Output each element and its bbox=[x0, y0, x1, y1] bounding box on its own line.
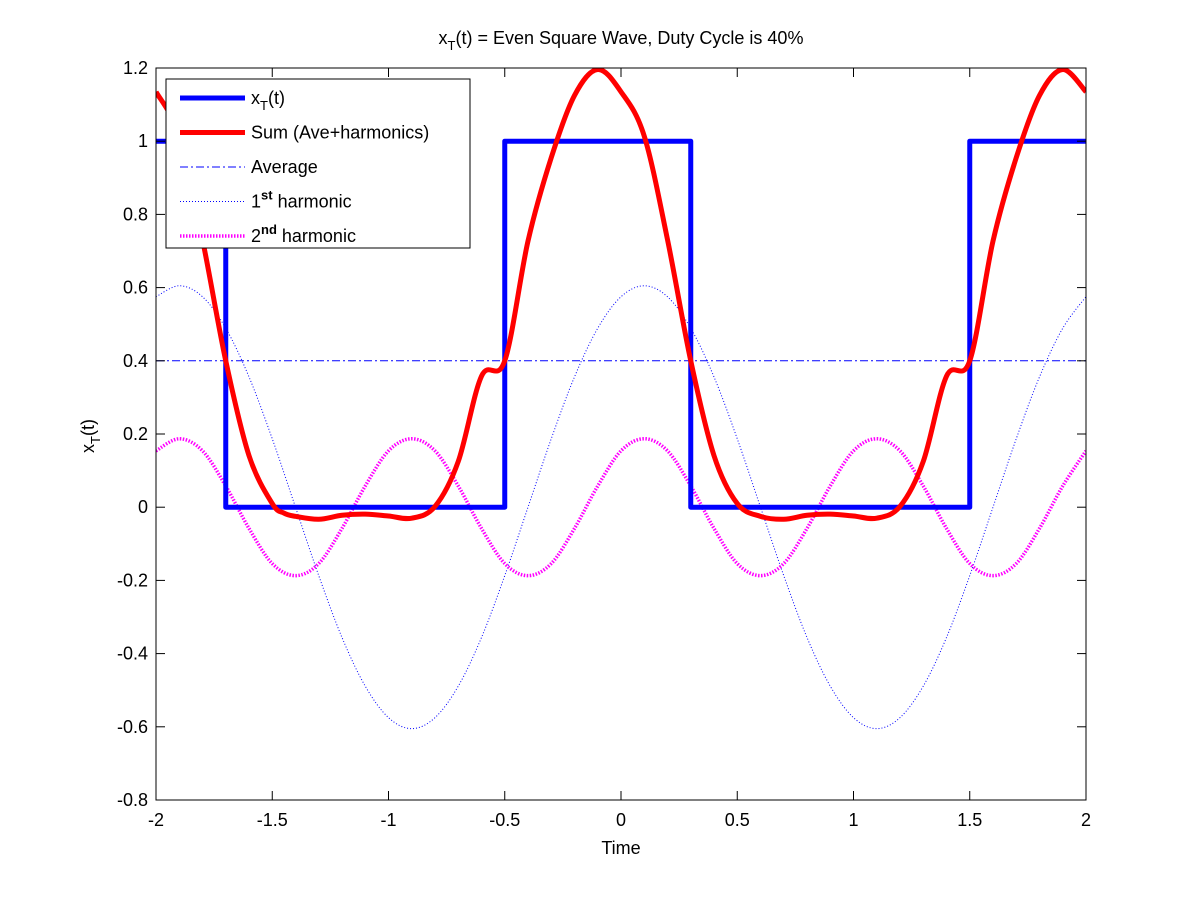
legend-label-h2: 2nd harmonic bbox=[251, 222, 356, 246]
legend-label-h1: 1st harmonic bbox=[251, 188, 352, 212]
x-tick-label: 0 bbox=[616, 810, 626, 830]
y-tick-label: -0.2 bbox=[117, 570, 148, 590]
x-axis-label: Time bbox=[601, 838, 640, 858]
legend: xT(t) Sum (Ave+harmonics) Average 1st harmo… bbox=[165, 78, 471, 249]
x-tick-label: 2 bbox=[1081, 810, 1091, 830]
y-axis-label-base: x bbox=[78, 444, 98, 453]
legend-box bbox=[165, 78, 471, 249]
y-tick-label: 0.6 bbox=[123, 278, 148, 298]
x-tick-label: -1 bbox=[380, 810, 396, 830]
x-tick-label: -1.5 bbox=[257, 810, 288, 830]
y-tick-label: 0.8 bbox=[123, 204, 148, 224]
y-axis-label-subscript: T bbox=[88, 436, 103, 444]
legend-label-average: Average bbox=[251, 157, 318, 177]
chart-title-rest: (t) = Even Square Wave, Duty Cycle is 40… bbox=[455, 28, 803, 48]
y-tick-label: -0.4 bbox=[117, 644, 148, 664]
x-axis-ticks: -2 -1.5 -1 -0.5 0 0.5 1 1.5 2 bbox=[148, 68, 1091, 830]
legend-items: xT(t) Sum (Ave+harmonics) Average 1st harmo… bbox=[180, 88, 429, 246]
x-tick-label: 1 bbox=[848, 810, 858, 830]
x-tick-label: -0.5 bbox=[489, 810, 520, 830]
chart-title-base: x bbox=[439, 28, 448, 48]
chart-title-subscript: T bbox=[448, 38, 456, 53]
y-axis-label: xT(t) bbox=[78, 419, 103, 453]
x-tick-label: 1.5 bbox=[957, 810, 982, 830]
y-tick-label: 1.2 bbox=[123, 58, 148, 78]
y-tick-label: 0 bbox=[138, 497, 148, 517]
chart-title: xT(t) = Even Square Wave, Duty Cycle is … bbox=[439, 28, 804, 53]
y-tick-label: -0.6 bbox=[117, 717, 148, 737]
legend-label-square: xT(t) bbox=[251, 88, 285, 113]
y-tick-label: 0.4 bbox=[123, 351, 148, 371]
series-layer bbox=[156, 68, 1086, 730]
series-sum-line bbox=[156, 68, 1086, 522]
y-tick-label: 1 bbox=[138, 131, 148, 151]
legend-label-sum: Sum (Ave+harmonics) bbox=[251, 123, 429, 143]
x-tick-label: 0.5 bbox=[725, 810, 750, 830]
y-tick-label: -0.8 bbox=[117, 790, 148, 810]
series-square-line bbox=[156, 138, 1086, 510]
y-axis-label-rest: (t) bbox=[78, 419, 98, 436]
y-axis-ticks: -0.8 -0.6 -0.4 -0.2 0 0.2 0.4 0.6 0.8 1 1.2 bbox=[117, 58, 1086, 810]
y-tick-label: 0.2 bbox=[123, 424, 148, 444]
x-tick-label: -2 bbox=[148, 810, 164, 830]
